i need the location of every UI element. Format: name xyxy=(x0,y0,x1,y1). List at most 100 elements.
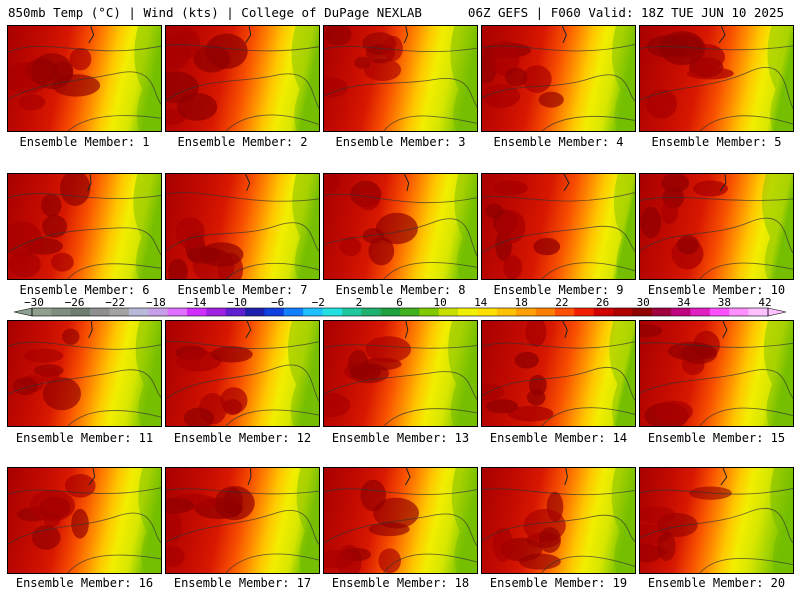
height-contour xyxy=(224,262,320,280)
panel-frame xyxy=(165,467,320,574)
hot-core xyxy=(680,343,718,364)
ensemble-member-label: Ensemble Member: 6 xyxy=(19,283,150,297)
hot-core xyxy=(29,489,75,522)
boundary-line xyxy=(718,25,726,44)
temperature-map-svg xyxy=(481,467,636,574)
cool-region xyxy=(133,173,162,280)
height-contour xyxy=(481,191,636,202)
temperature-map-svg xyxy=(7,173,162,280)
colorbar-swatch xyxy=(303,308,323,316)
ensemble-member-label: Ensemble Member: 17 xyxy=(173,576,312,590)
ensemble-member-label: Ensemble Member: 9 xyxy=(493,283,624,297)
colorbar-tick-label: −2 xyxy=(312,297,325,309)
hot-core xyxy=(505,67,528,87)
hot-core xyxy=(533,237,561,256)
colorbar-swatch xyxy=(748,308,769,316)
hot-core xyxy=(40,368,60,383)
height-contour xyxy=(639,217,794,255)
colorbar-swatch xyxy=(167,308,188,316)
temperature-map-svg xyxy=(323,25,478,132)
colorbar-swatch xyxy=(729,308,749,316)
height-contour xyxy=(224,114,320,132)
colorbar-swatch xyxy=(341,308,362,316)
boundary-line xyxy=(247,467,252,486)
cool-region xyxy=(291,25,320,132)
panel-frame xyxy=(639,173,794,280)
hot-core xyxy=(639,324,663,338)
hot-core xyxy=(481,84,521,108)
height-contour xyxy=(540,116,636,132)
height-contour xyxy=(66,410,162,427)
hot-core xyxy=(42,377,81,411)
boundary-line xyxy=(563,173,570,192)
colorbar-swatch xyxy=(438,308,459,316)
panel-frame xyxy=(165,320,320,427)
hot-core xyxy=(368,522,410,537)
hot-core xyxy=(653,400,693,423)
temperature-map-svg xyxy=(165,173,320,280)
hot-core xyxy=(492,180,528,196)
temperature-map-svg xyxy=(639,320,794,427)
colorbar-swatch xyxy=(225,308,246,316)
colorbar-swatch xyxy=(322,308,343,316)
hot-core xyxy=(373,497,419,529)
boundary-line xyxy=(720,467,728,486)
height-contour xyxy=(481,341,636,349)
ensemble-member-label: Ensemble Member: 2 xyxy=(177,135,308,149)
boundary-line xyxy=(721,320,728,339)
cool-region xyxy=(611,467,636,574)
cool-region xyxy=(767,25,794,132)
hot-core xyxy=(324,25,352,46)
boundary-line xyxy=(88,467,96,486)
temperature-map-svg xyxy=(323,173,478,280)
height-contour xyxy=(7,71,162,106)
colorbar-frame xyxy=(31,307,769,317)
colorbar-swatch xyxy=(632,308,653,316)
height-contour xyxy=(165,340,320,350)
ensemble-member-label: Ensemble Member: 1 xyxy=(19,135,150,149)
hot-core xyxy=(183,407,214,427)
temperature-field xyxy=(165,467,320,574)
colorbar-swatch xyxy=(264,308,285,316)
height-contour xyxy=(639,369,794,400)
height-contour xyxy=(66,263,162,280)
ensemble-member-label: Ensemble Member: 16 xyxy=(15,576,154,590)
ensemble-member-label: Ensemble Member: 19 xyxy=(489,576,628,590)
colorbar-tick-label: −26 xyxy=(65,297,85,309)
ensemble-panel xyxy=(323,25,478,132)
boundary-line xyxy=(87,173,92,192)
hot-core xyxy=(507,405,554,422)
cool-region xyxy=(770,467,794,574)
height-contour xyxy=(639,45,794,51)
colorbar-swatch xyxy=(148,308,168,316)
colorbar-swatch xyxy=(593,308,614,316)
hot-core xyxy=(41,194,62,217)
colorbar-swatch xyxy=(613,308,633,316)
panel-frame xyxy=(639,320,794,427)
height-contour xyxy=(7,369,162,399)
temperature-map-svg xyxy=(165,25,320,132)
height-contour xyxy=(323,344,478,349)
height-contour xyxy=(7,512,162,545)
colorbar-tick-label: 6 xyxy=(396,297,403,309)
ensemble-panel xyxy=(481,25,636,132)
colorbar-tick-label: −30 xyxy=(24,297,44,309)
panel-frame xyxy=(165,25,320,132)
ensemble-member-label: Ensemble Member: 14 xyxy=(489,431,628,445)
height-contour xyxy=(481,225,636,254)
height-contour xyxy=(382,553,478,574)
ensemble-panel xyxy=(7,320,162,427)
colorbar-swatch xyxy=(554,308,575,316)
hot-core xyxy=(12,377,38,396)
ensemble-panel xyxy=(165,320,320,427)
height-contour xyxy=(165,73,320,110)
colorbar-swatch xyxy=(651,308,672,316)
hot-core xyxy=(526,389,546,406)
height-contour xyxy=(481,488,636,496)
panel-frame xyxy=(481,173,636,280)
colorbar-tick-label: −14 xyxy=(186,297,206,309)
temperature-map-svg xyxy=(323,467,478,574)
temperature-map-svg xyxy=(639,173,794,280)
ensemble-panel xyxy=(7,173,162,280)
panel-frame xyxy=(323,173,478,280)
